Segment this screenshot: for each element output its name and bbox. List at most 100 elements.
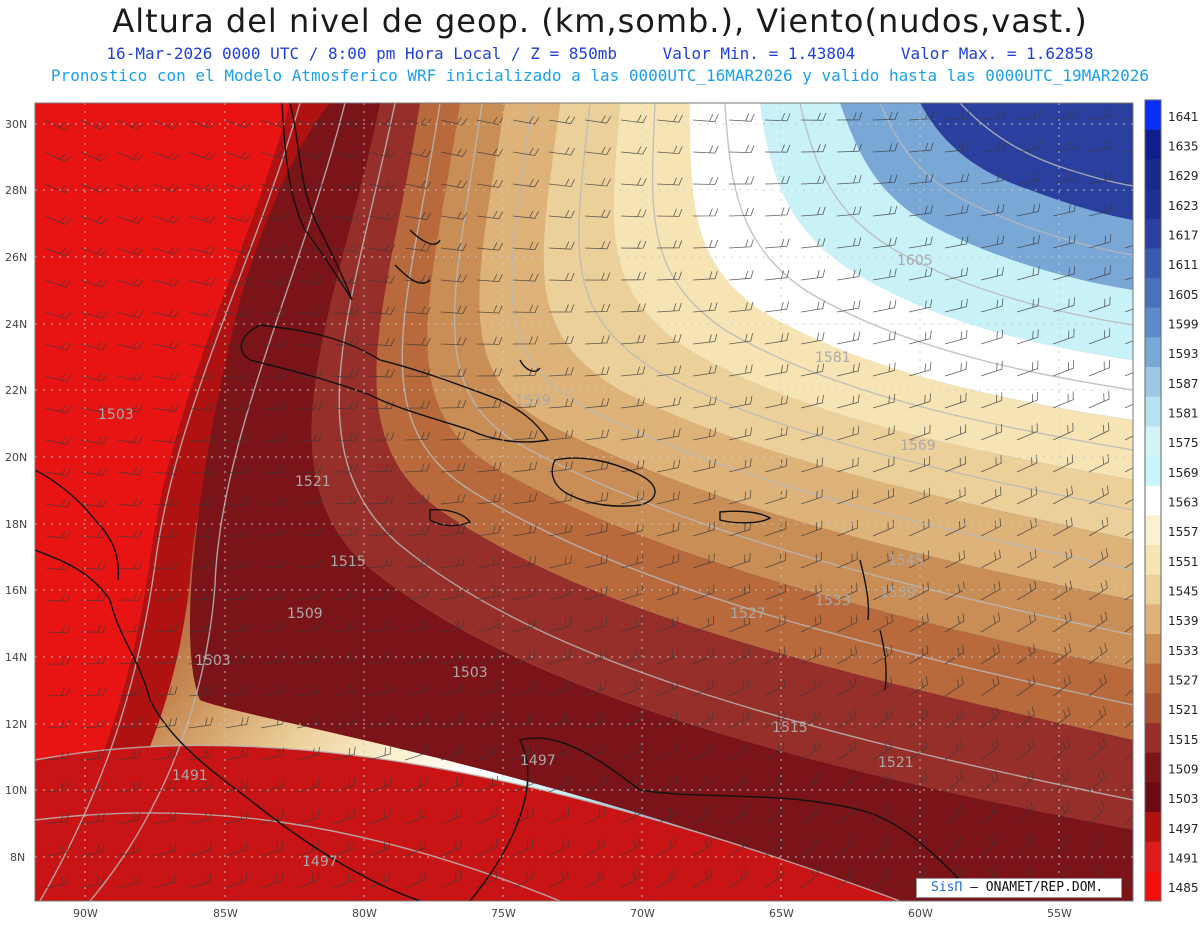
colorbar-label: 1533 [1168,644,1199,658]
wind-barb [188,873,212,889]
wind-barb [836,425,860,441]
wind-barb [908,613,929,633]
credit-box: SisΠ – ONAMET/REP.DOM. [916,878,1122,898]
wind-barb [584,429,610,441]
wind-barb [260,465,287,474]
wind-barb [368,369,395,378]
wind-barb [1016,643,1036,665]
colorbar-swatch [1145,307,1161,338]
wind-barb [260,810,284,825]
wind-barb [764,238,790,249]
wind-barb [1088,171,1113,185]
lon-label: 60W [908,907,933,920]
wind-barb [944,455,966,473]
wind-barb [512,524,537,537]
wind-barb [692,270,718,281]
colorbar-swatch [1145,337,1161,368]
wind-barb [728,804,749,825]
wind-barb [512,147,540,157]
wind-barb [980,486,1002,505]
wind-barb [764,867,784,889]
wind-barb [1016,675,1036,697]
wind-barb [872,834,891,857]
wind-barb [1052,171,1077,185]
wind-barb [1052,109,1077,121]
wind-barb [404,651,429,665]
wind-barb [836,268,861,281]
wind-barb [152,497,179,507]
wind-barb [512,304,539,313]
wind-barb [116,780,141,793]
wind-barb [584,523,609,537]
wind-barb [728,144,755,154]
wind-barb [332,620,357,633]
lon-label: 90W [73,907,98,920]
wind-barb [116,498,143,507]
wind-barb [1052,360,1074,377]
wind-barb [800,363,825,377]
wind-barb [80,215,108,225]
wind-barb [944,110,970,121]
wind-barb [296,872,319,889]
wind-barb [908,487,930,505]
wind-barb [584,648,607,665]
wind-barb [548,743,570,761]
wind-barb [549,304,575,313]
wind-barb [728,489,752,505]
wind-barb [80,151,107,162]
wind-barb [476,838,498,857]
colorbar-swatch [1145,396,1161,427]
wind-barb [116,529,143,539]
wind-barb [152,340,180,350]
wind-barb [764,835,784,857]
wind-barb [152,214,180,224]
wind-barb [80,843,105,857]
wind-barb [872,739,892,761]
wind-barb [692,113,719,123]
lon-label: 80W [352,907,377,920]
lat-label: 20N [5,451,27,464]
wind-barb [368,745,392,761]
wind-barb [440,399,467,409]
wind-barb [80,561,107,570]
wind-barb [944,550,966,569]
wind-barb [800,206,826,217]
wind-barb [368,683,393,697]
wind-barb [872,268,897,281]
wind-barb [908,142,934,153]
wind-barb [620,303,646,313]
max-value: Valor Max. = 1.62858 [900,44,1094,63]
wind-barb [980,172,1005,185]
wind-barb [152,623,178,633]
wind-barb [188,308,216,318]
wind-barb [116,278,144,287]
wind-barb [872,456,895,473]
wind-barb [224,653,250,665]
wind-barb [188,623,214,633]
wind-barb [476,870,498,889]
wind-barb [1016,266,1040,281]
wind-barb [440,619,465,633]
wind-barb [404,211,432,221]
wind-barb [584,178,611,187]
contour-label: 1497 [302,854,338,870]
wind-barb [764,646,786,665]
wind-barb [620,272,647,281]
colorbar-swatch [1145,634,1161,665]
wind-barb [152,717,178,729]
wind-barb [800,520,823,537]
wind-barb [116,372,144,382]
lon-label: 55W [1047,907,1072,920]
colorbar-swatch [1145,278,1161,309]
wind-barb [188,591,215,601]
wind-barb [1088,202,1112,217]
wind-barb [656,710,678,729]
wind-barb [116,749,142,761]
wind-barb [44,404,72,414]
contour-label: 1605 [897,253,933,269]
colorbar-label: 1509 [1168,763,1199,777]
wind-barb [980,801,999,825]
wind-barb [944,833,963,857]
wind-barb [260,119,288,128]
wind-barb [296,558,322,569]
